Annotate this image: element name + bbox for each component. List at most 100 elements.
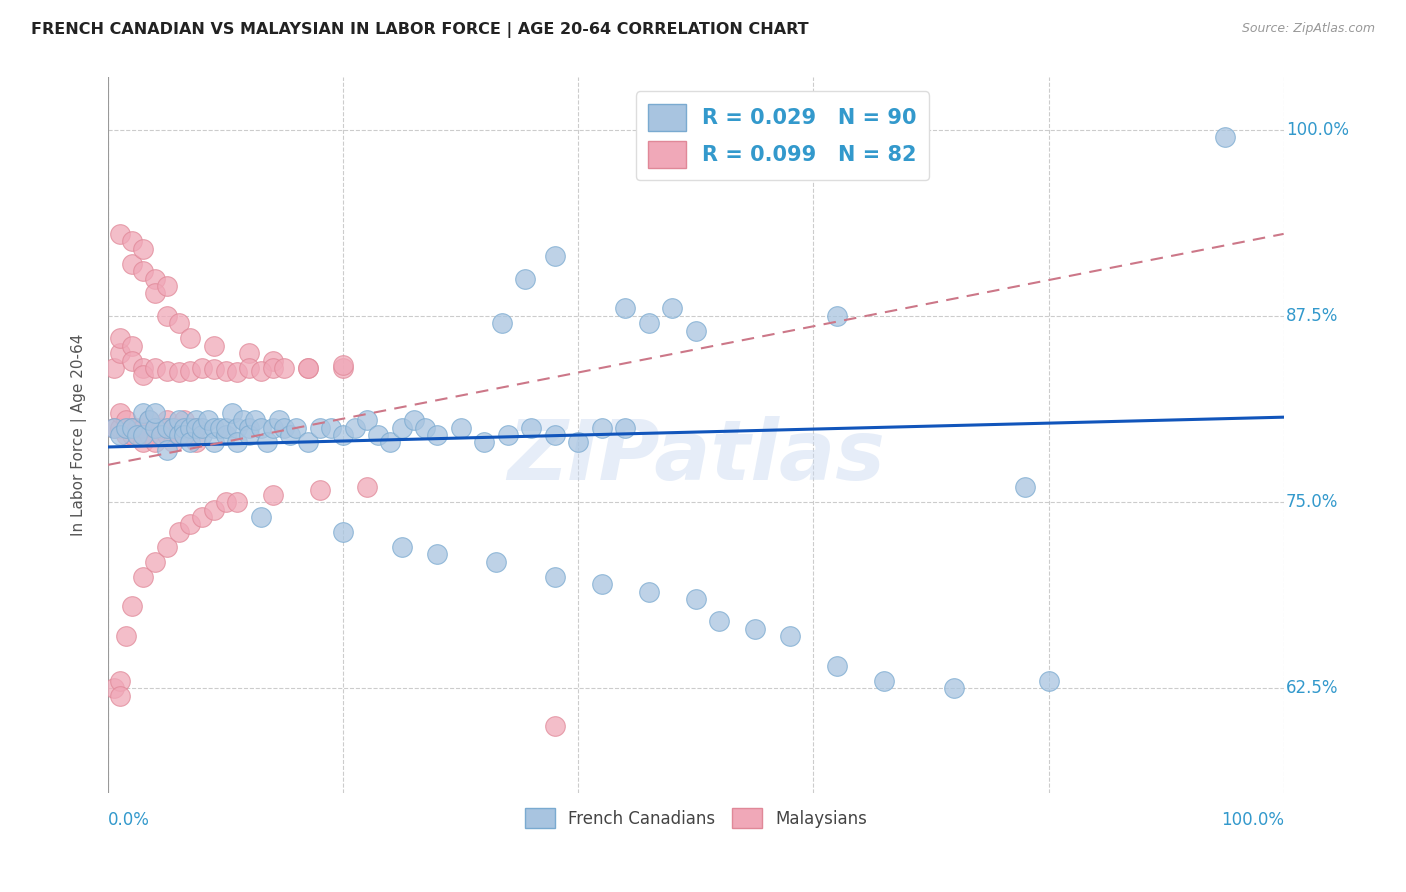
Point xyxy=(202,338,225,352)
Point xyxy=(1038,673,1060,688)
Point xyxy=(108,406,131,420)
Point xyxy=(156,309,179,323)
Point xyxy=(121,599,143,614)
Point xyxy=(243,413,266,427)
Point xyxy=(273,361,295,376)
Point xyxy=(167,428,190,442)
Point xyxy=(103,361,125,376)
Point xyxy=(138,428,160,442)
Point xyxy=(191,361,214,376)
Point xyxy=(121,338,143,352)
Point xyxy=(167,413,190,427)
Point xyxy=(356,480,378,494)
Point xyxy=(278,428,301,442)
Point xyxy=(162,420,184,434)
Point xyxy=(496,428,519,442)
Point xyxy=(238,428,260,442)
Point xyxy=(127,428,149,442)
Point xyxy=(250,364,273,378)
Point xyxy=(197,413,219,427)
Point xyxy=(273,420,295,434)
Point xyxy=(332,361,354,376)
Point xyxy=(143,420,166,434)
Point xyxy=(637,316,659,330)
Point xyxy=(202,435,225,450)
Point xyxy=(520,420,543,434)
Point xyxy=(637,584,659,599)
Point xyxy=(544,249,567,263)
Point xyxy=(332,358,354,372)
Point xyxy=(544,718,567,732)
Point xyxy=(591,420,613,434)
Point xyxy=(367,428,389,442)
Point xyxy=(156,428,179,442)
Point xyxy=(214,495,236,509)
Point xyxy=(402,413,425,427)
Point xyxy=(108,428,131,442)
Point xyxy=(127,420,149,434)
Point xyxy=(114,413,136,427)
Point xyxy=(226,420,249,434)
Point xyxy=(685,591,707,606)
Point xyxy=(297,361,319,376)
Legend: French Canadians, Malaysians: French Canadians, Malaysians xyxy=(517,802,873,834)
Point xyxy=(149,420,172,434)
Point xyxy=(179,435,201,450)
Point xyxy=(156,364,179,378)
Point xyxy=(162,420,184,434)
Point xyxy=(121,420,143,434)
Point xyxy=(186,420,208,434)
Point xyxy=(191,428,214,442)
Point xyxy=(614,301,637,316)
Point xyxy=(202,420,225,434)
Point xyxy=(391,420,413,434)
Point xyxy=(108,331,131,345)
Point xyxy=(544,428,567,442)
Point xyxy=(356,413,378,427)
Point xyxy=(179,364,201,378)
Point xyxy=(262,488,284,502)
Point xyxy=(873,673,896,688)
Point xyxy=(191,420,214,434)
Point xyxy=(121,257,143,271)
Point xyxy=(825,659,848,673)
Point xyxy=(186,435,208,450)
Point xyxy=(202,502,225,516)
Point xyxy=(226,366,249,380)
Point xyxy=(450,420,472,434)
Point xyxy=(380,435,402,450)
Point xyxy=(238,420,260,434)
Point xyxy=(132,264,155,278)
Point xyxy=(1014,480,1036,494)
Point xyxy=(108,346,131,360)
Point xyxy=(138,413,160,427)
Point xyxy=(744,622,766,636)
Point xyxy=(825,309,848,323)
Point xyxy=(114,629,136,643)
Point xyxy=(179,428,201,442)
Point xyxy=(114,420,136,434)
Point xyxy=(167,428,190,442)
Point xyxy=(332,428,354,442)
Point xyxy=(614,420,637,434)
Point xyxy=(108,227,131,241)
Point xyxy=(262,353,284,368)
Point xyxy=(179,420,201,434)
Point xyxy=(132,361,155,376)
Point xyxy=(114,428,136,442)
Point xyxy=(162,435,184,450)
Point xyxy=(167,316,190,330)
Point xyxy=(415,420,437,434)
Point xyxy=(132,569,155,583)
Point xyxy=(250,420,273,434)
Point xyxy=(132,368,155,383)
Point xyxy=(156,279,179,293)
Point xyxy=(143,361,166,376)
Text: 62.5%: 62.5% xyxy=(1286,680,1339,698)
Point xyxy=(332,524,354,539)
Point xyxy=(308,420,330,434)
Point xyxy=(226,435,249,450)
Point xyxy=(173,413,195,427)
Point xyxy=(709,615,731,629)
Point xyxy=(943,681,966,696)
